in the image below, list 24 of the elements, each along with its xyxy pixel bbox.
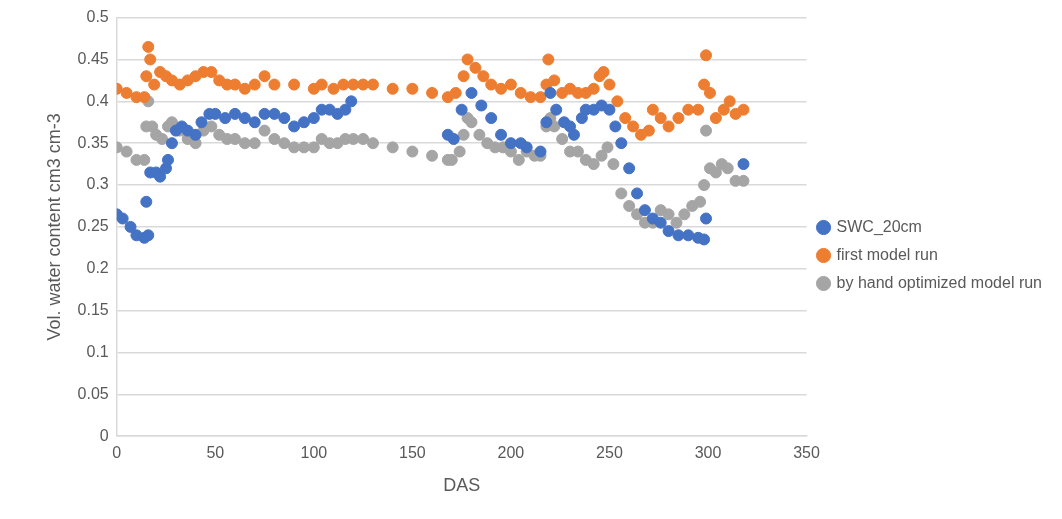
legend-label: first model run (836, 245, 938, 263)
x-tick-label: 150 (399, 444, 426, 462)
x-tick-label: 250 (596, 444, 623, 462)
y-tick-label: 0.1 (86, 342, 109, 360)
x-tick-label: 300 (694, 444, 722, 462)
y-tick-label: 0.5 (86, 8, 109, 26)
legend-label: SWC_20cm (836, 217, 922, 236)
x-tick-label: 50 (206, 444, 225, 462)
y-tick-label: 0.25 (77, 217, 109, 235)
y-tick-label: 0.45 (77, 49, 109, 67)
x-axis-title: DAS (443, 475, 481, 496)
y-tick-label: 0.05 (77, 384, 109, 402)
legend-label: by hand optimized model run (836, 273, 1042, 291)
x-tick-label: 0 (112, 444, 122, 462)
y-tick-label: 0.4 (86, 91, 109, 109)
y-tick-label: 0.15 (77, 301, 109, 319)
x-tick-label: 100 (300, 444, 328, 462)
y-tick-label: 0.35 (77, 133, 109, 151)
x-tick-label: 350 (793, 444, 820, 462)
y-tick-label: 0.3 (86, 175, 109, 193)
x-tick-label: 200 (497, 444, 525, 462)
y-tick-label: 0.2 (86, 259, 109, 277)
y-axis-title: Vol. water content cm3 cm-3 (43, 113, 64, 341)
y-tick-label: 0 (99, 426, 109, 444)
